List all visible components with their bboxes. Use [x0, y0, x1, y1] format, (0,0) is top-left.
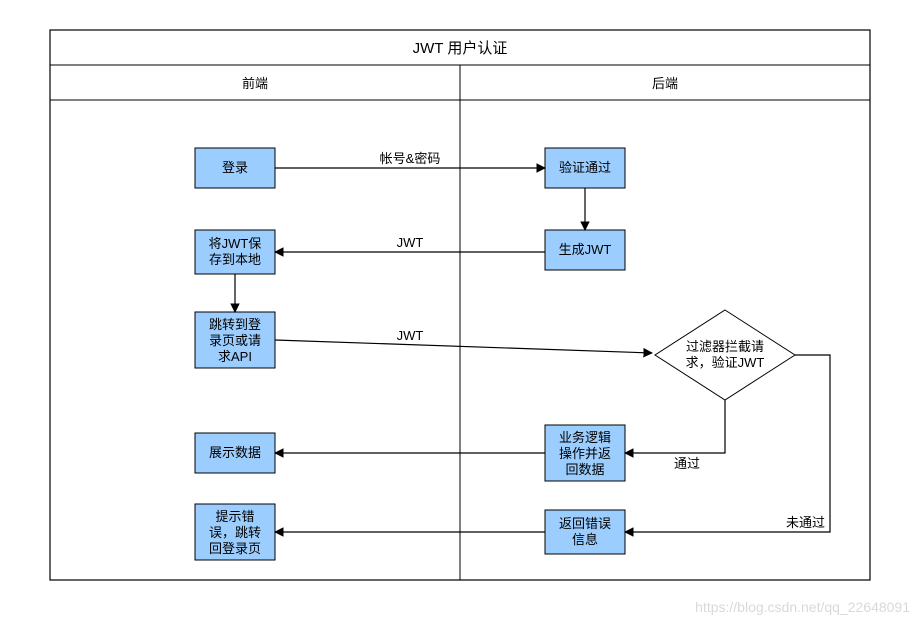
node-reterr-l1: 返回错误 — [559, 516, 611, 531]
edge-filter-biz — [625, 400, 725, 453]
edge-redirect-filter — [275, 340, 652, 353]
node-genjwt-label: 生成JWT — [559, 242, 612, 257]
node-biz-l2: 操作并返 — [559, 446, 611, 461]
edge-filter-reterr-label: 未通过 — [786, 515, 825, 530]
lane-left-label: 前端 — [242, 76, 268, 91]
node-biz-l1: 业务逻辑 — [559, 430, 611, 445]
edge-login-verify-label: 帐号&密码 — [380, 151, 441, 166]
node-redirect-l3: 求API — [218, 349, 252, 364]
node-biz-l3: 回数据 — [565, 462, 604, 477]
node-verify-label: 验证通过 — [559, 160, 611, 175]
node-filter-l2: 求，验证JWT — [686, 355, 765, 370]
node-redirect-l1: 跳转到登 — [209, 317, 261, 332]
diagram-title: JWT 用户认证 — [413, 40, 508, 57]
lane-right-label: 后端 — [652, 76, 678, 91]
node-filter-l1: 过滤器拦截请 — [686, 339, 764, 354]
node-showdata-label: 展示数据 — [209, 445, 261, 460]
node-showerr-l2: 误，跳转 — [209, 525, 261, 540]
edge-genjwt-savejwt-label: JWT — [397, 235, 424, 250]
node-reterr-l2: 信息 — [572, 532, 598, 547]
edge-filter-biz-label: 通过 — [674, 456, 700, 471]
node-savejwt-l2: 存到本地 — [209, 252, 261, 267]
node-redirect-l2: 录页或请 — [209, 333, 261, 348]
node-showerr-l1: 提示错 — [215, 509, 254, 524]
node-showerr-l3: 回登录页 — [209, 541, 261, 556]
node-savejwt-l1: 将JWT保 — [209, 236, 262, 251]
watermark: https://blog.csdn.net/qq_22648091 — [695, 599, 910, 615]
node-login-label: 登录 — [222, 160, 248, 175]
edge-redirect-filter-label: JWT — [397, 328, 424, 343]
